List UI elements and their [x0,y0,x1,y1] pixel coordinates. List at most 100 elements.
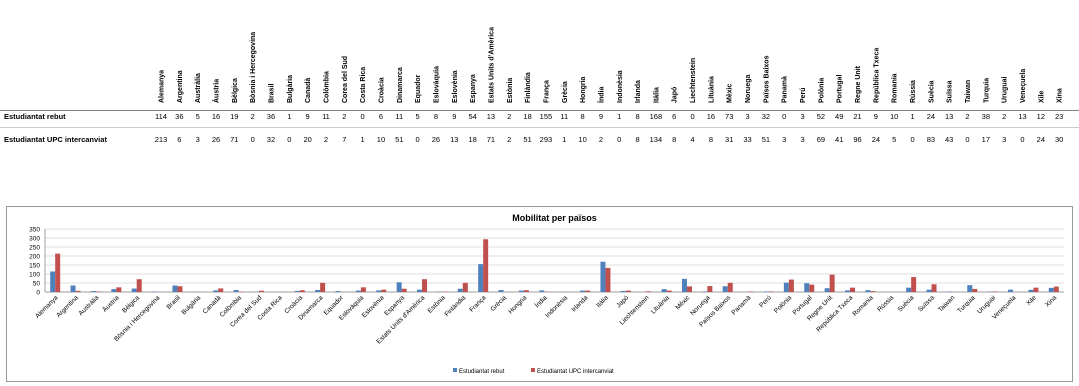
bar-estudiantat-rebut [539,290,544,292]
table-cell: 2 [599,135,603,144]
bar-estudiantat-rebut [519,291,524,292]
table-cell: 213 [155,135,168,144]
table-cell: 3 [745,112,749,121]
table-column-header: Regne Unit [855,65,862,103]
bar-estudiantat-rebut [356,291,361,292]
bar-estudiantat-rebut [600,262,605,292]
x-tick-label: Turquia [956,294,977,315]
table-cell: 0 [251,135,255,144]
table-cell: 21 [853,112,861,121]
table-cell: 83 [927,135,935,144]
table-column-header: Indonèsia [617,70,624,103]
table-cell: 0 [910,135,914,144]
bar-estudiantat-rebut [682,279,687,292]
table-cell: 3 [196,135,200,144]
table-column-header: Eslovènia [452,70,459,103]
table-row-label: Estudiantat rebut [4,112,66,121]
table-column-header: Xina [1057,88,1064,103]
table-column-header: Taiwan [965,80,972,103]
table-column-header: Rússia [910,80,917,103]
table-cell: 26 [212,135,220,144]
table-cell: 8 [672,135,676,144]
bar-estudiantat-rebut [1008,290,1013,292]
y-tick-label: 250 [29,245,40,252]
x-tick-label: Finlàndia [444,294,468,318]
y-tick-label: 100 [29,272,40,279]
table-column-header: Àustria [211,79,220,103]
table-cell: 6 [672,112,676,121]
table-column-header: Eslovàquia [433,66,440,103]
table-cell: 8 [434,112,438,121]
table-cell: 2 [965,112,969,121]
table-cell: 38 [982,112,990,121]
table-column-header: Canadà [305,78,312,103]
bar-estudiantat-upc-intercanviat [585,291,590,292]
x-tick-label: Hongria [507,294,528,315]
x-tick-label: Xina [1044,294,1058,308]
table-cell: 41 [835,135,843,144]
table-cell: 32 [762,112,770,121]
table-cell: 2 [1002,112,1006,121]
table-cell: 3 [800,112,804,121]
table-cell: 13 [450,135,458,144]
table-cell: 3 [800,135,804,144]
table-cell: 17 [982,135,990,144]
table-cell: 0 [782,112,786,121]
bar-estudiantat-upc-intercanviat [667,291,672,292]
y-tick-label: 150 [29,263,40,270]
table-column-header: Índia [596,87,605,103]
table-cell: 11 [322,112,330,121]
bar-estudiantat-rebut [763,291,768,292]
x-tick-label: Mèxic [674,294,691,311]
table-column-header: Itàlia [653,87,660,103]
bar-estudiantat-upc-intercanviat [728,283,733,292]
bar-estudiantat-upc-intercanviat [830,275,835,292]
x-tick-label: França [468,294,488,314]
bar-estudiantat-rebut [1028,290,1033,292]
x-tick-label: Romania [851,294,875,318]
bar-estudiantat-upc-intercanviat [870,291,875,292]
table-cell: 51 [395,135,403,144]
bar-estudiantat-upc-intercanviat [707,286,712,292]
table-cell: 19 [230,112,238,121]
y-tick-label: 350 [29,227,40,234]
bar-estudiantat-rebut [499,290,504,292]
table-column-header: Uruguai [1002,77,1009,104]
table-column-header: Equador [415,74,422,103]
table-cell: 114 [155,112,167,121]
table-column-header: Grècia [562,81,569,103]
table-cell: 8 [635,112,639,121]
table-cell: 6 [379,112,383,121]
table-column-header: Japó [672,87,679,103]
bar-estudiantat-upc-intercanviat [748,291,753,292]
table-cell: 5 [196,112,200,121]
bar-estudiantat-upc-intercanviat [483,239,488,292]
table-cell: 1 [287,112,291,121]
table-column-header: Espanya [470,74,477,103]
table-cell: 3 [782,135,786,144]
table-column-header: Brasil [268,83,275,103]
table-row-label: Estudiantat UPC intercanviat [4,135,107,144]
table-cell: 9 [306,112,310,121]
table-cell: 11 [560,112,568,121]
y-tick-label: 50 [33,281,41,288]
table-cell: 11 [395,112,403,121]
table-cell: 8 [709,135,713,144]
bar-estudiantat-upc-intercanviat [361,287,366,292]
table-column-header: Argentina [177,70,184,103]
table-cell: 6 [177,135,181,144]
bar-estudiantat-upc-intercanviat [422,279,427,292]
table-cell: 155 [540,112,553,121]
x-tick-label: Xile [1025,294,1038,307]
legend-label: Estudiantat UPC intercanviat [537,369,614,375]
bar-estudiantat-rebut [621,291,626,292]
table-cell: 1 [910,112,914,121]
table-column-header: Lituània [708,76,715,103]
bar-estudiantat-rebut [458,289,463,292]
table-cell: 10 [377,135,385,144]
y-tick-label: 300 [29,236,40,243]
bar-estudiantat-upc-intercanviat [911,277,916,292]
table-cell: 18 [523,112,531,121]
table-cell: 5 [416,112,420,121]
bar-estudiantat-rebut [397,282,402,292]
